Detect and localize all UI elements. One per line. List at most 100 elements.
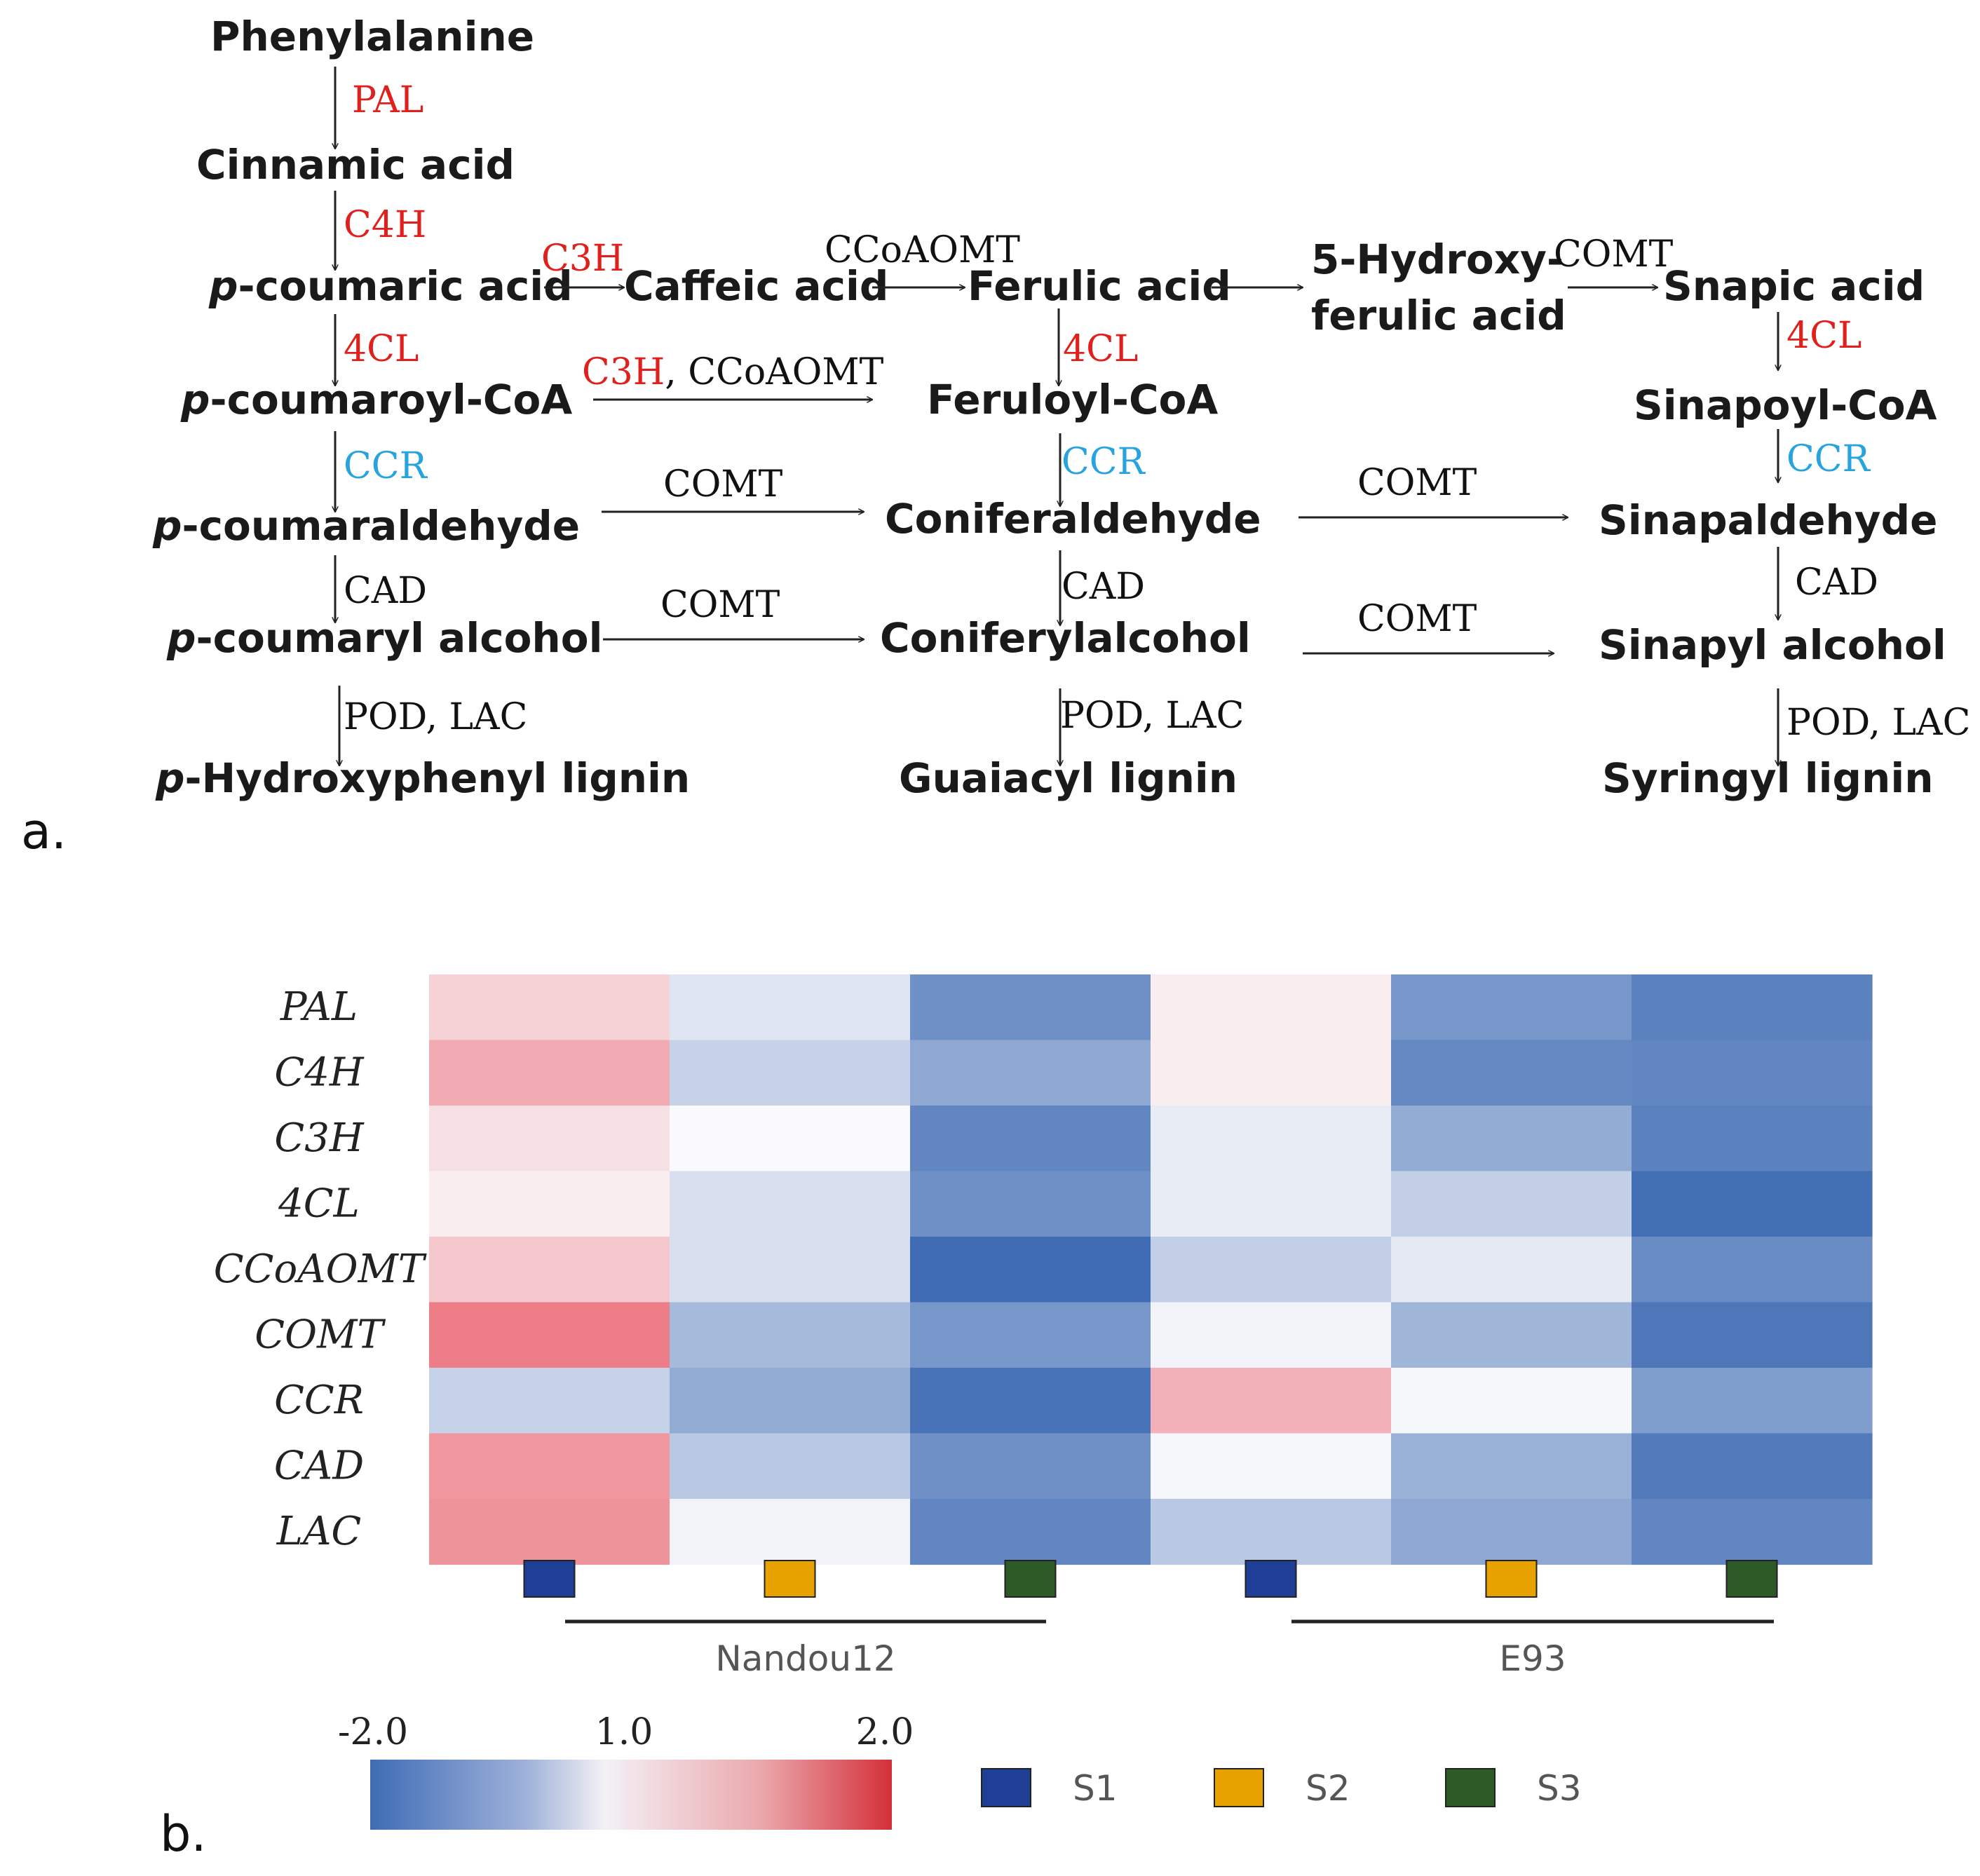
enzyme-podlac-left: POD, LAC xyxy=(344,696,527,738)
heatmap-cell-ccr-e93-s1 xyxy=(1151,1368,1392,1434)
enzyme-cad-left: CAD xyxy=(344,570,427,612)
compound-p-hydroxyphenyl-lignin: p-Hydroxyphenyl lignin xyxy=(155,754,690,802)
compound-cinnamic-acid: Cinnamic acid xyxy=(196,141,515,189)
enzyme-comt-row1-left: COMT xyxy=(663,463,783,505)
compound-sinapaldehyde: Sinapaldehyde xyxy=(1599,496,1937,544)
enzyme-comt-top: COMT xyxy=(1554,233,1674,276)
heatmap-cell-c3h-nandou12-s3 xyxy=(910,1106,1151,1172)
heatmap-cell-c4h-nandou12-s3 xyxy=(910,1040,1151,1106)
legend-swatch-s2 xyxy=(1214,1768,1264,1807)
heatmap-cell-lac-nandou12-s1 xyxy=(429,1499,670,1565)
heatmap-cell-comt-e93-s2 xyxy=(1391,1302,1632,1368)
heatmap-cell-comt-nandou12-s1 xyxy=(429,1302,670,1368)
colorbar-tick-max: 2.0 xyxy=(856,1711,914,1753)
heatmap-cell-comt-e93-s1 xyxy=(1151,1302,1392,1368)
heatmap-cell-c3h-e93-s3 xyxy=(1632,1106,1873,1172)
heatmap-cell-pal-nandou12-s2 xyxy=(670,974,911,1041)
compound-p-coumaryl-alcohol: p-coumaryl alcohol xyxy=(166,614,602,662)
heatmap-cell-ccr-nandou12-s2 xyxy=(670,1368,911,1434)
heatmap-cell-4cl-e93-s1 xyxy=(1151,1171,1392,1237)
enzyme-comt-row1-right: COMT xyxy=(1357,462,1477,504)
legend-swatch-s1 xyxy=(981,1768,1031,1807)
heatmap-cell-cad-e93-s2 xyxy=(1391,1433,1632,1500)
heatmap-cell-c4h-nandou12-s2 xyxy=(670,1040,911,1106)
stage-marker-e93-s2 xyxy=(1485,1560,1538,1598)
heatmap-cell-ccoaomt-nandou12-s1 xyxy=(429,1237,670,1303)
heatmap-cell-cad-e93-s1 xyxy=(1151,1433,1392,1500)
heatmap-cell-lac-nandou12-s3 xyxy=(910,1499,1151,1565)
enzyme-c3h-ccoaomt: C3H, CCoAOMT xyxy=(582,351,884,393)
colorbar-tick-min: -2.0 xyxy=(338,1711,408,1753)
compound-guaiacyl-lignin: Guaiacyl lignin xyxy=(899,754,1238,802)
compound-caffeic-acid: Caffeic acid xyxy=(624,262,888,310)
heatmap-cell-c3h-nandou12-s2 xyxy=(670,1106,911,1172)
compound-5-hydroxy: 5-Hydroxy- xyxy=(1311,236,1564,283)
stage-marker-nandou12-s1 xyxy=(523,1560,576,1598)
enzyme-cad-right: CAD xyxy=(1795,562,1878,604)
row-label-lac: LAC xyxy=(276,1509,361,1554)
heatmap-cell-cad-nandou12-s1 xyxy=(429,1433,670,1500)
colorbar xyxy=(370,1760,892,1830)
row-label-4cl: 4CL xyxy=(278,1181,360,1226)
stage-marker-e93-s1 xyxy=(1245,1560,1297,1598)
enzyme-ccr-left: CCR xyxy=(344,445,428,487)
colorbar-tick-mid: 1.0 xyxy=(595,1711,653,1753)
heatmap-cells xyxy=(429,974,1873,1565)
heatmap-row-labels: PAL C4H C3H 4CL CCoAOMT COMT CCR CAD LAC xyxy=(214,984,427,1554)
pathway-diagram: a. Phenylalanine Cinnamic acid p-coumari… xyxy=(21,13,1970,860)
row-label-ccoaomt: CCoAOMT xyxy=(214,1246,427,1292)
legend-label-s2: S2 xyxy=(1306,1768,1350,1809)
heatmap-cell-ccoaomt-nandou12-s2 xyxy=(670,1237,911,1303)
heatmap-cell-4cl-nandou12-s2 xyxy=(670,1171,911,1237)
group-label-e93: E93 xyxy=(1499,1638,1566,1679)
heatmap-cell-cad-e93-s3 xyxy=(1632,1433,1873,1500)
heatmap-cell-ccoaomt-e93-s3 xyxy=(1632,1237,1873,1303)
heatmap-cell-cad-nandou12-s2 xyxy=(670,1433,911,1500)
heatmap-cell-4cl-e93-s3 xyxy=(1632,1171,1873,1237)
row-label-ccr: CCR xyxy=(274,1378,364,1423)
enzyme-cad-mid: CAD xyxy=(1062,566,1145,608)
heatmap-cell-pal-nandou12-s3 xyxy=(910,974,1151,1041)
legend-label-s3: S3 xyxy=(1537,1768,1582,1809)
heatmap-cell-ccoaomt-nandou12-s3 xyxy=(910,1237,1151,1303)
heatmap-cell-ccoaomt-e93-s1 xyxy=(1151,1237,1392,1303)
enzyme-podlac-mid: POD, LAC xyxy=(1060,695,1244,737)
compound-coniferaldehyde: Coniferaldehyde xyxy=(885,495,1261,543)
row-label-cad: CAD xyxy=(274,1443,364,1488)
enzyme-4cl-right: 4CL xyxy=(1786,315,1862,357)
compound-ferulic-acid: Ferulic acid xyxy=(968,262,1231,310)
heatmap-cell-4cl-nandou12-s3 xyxy=(910,1171,1151,1237)
enzyme-comt-row2-right: COMT xyxy=(1357,598,1477,640)
compound-p-coumaraldehyde: p-coumaraldehyde xyxy=(152,502,580,550)
enzyme-ccr-mid: CCR xyxy=(1062,441,1146,483)
heatmap-cell-ccr-e93-s3 xyxy=(1632,1368,1873,1434)
heatmap-panel: PAL C4H C3H 4CL CCoAOMT COMT CCR CAD LAC Nandou1… xyxy=(160,974,1873,1863)
heatmap-cell-comt-nandou12-s2 xyxy=(670,1302,911,1368)
heatmap-cell-ccoaomt-e93-s2 xyxy=(1391,1237,1632,1303)
heatmap-cell-pal-e93-s1 xyxy=(1151,974,1392,1041)
heatmap-cell-comt-nandou12-s3 xyxy=(910,1302,1151,1368)
heatmap-cell-comt-e93-s3 xyxy=(1632,1302,1873,1368)
legend-label-s1: S1 xyxy=(1073,1768,1118,1809)
heatmap-stage-markers xyxy=(523,1560,1778,1598)
heatmap-cell-ccr-e93-s2 xyxy=(1391,1368,1632,1434)
row-label-pal: PAL xyxy=(280,984,358,1030)
panel-b-label: b. xyxy=(160,1805,207,1863)
row-label-comt: COMT xyxy=(255,1312,386,1357)
stage-marker-e93-s3 xyxy=(1725,1560,1778,1598)
heatmap-cell-4cl-e93-s2 xyxy=(1391,1171,1632,1237)
heatmap-cell-ccr-nandou12-s3 xyxy=(910,1368,1151,1434)
row-label-c3h: C3H xyxy=(274,1115,364,1161)
heatmap-cell-c4h-nandou12-s1 xyxy=(429,1040,670,1106)
heatmap-cell-4cl-nandou12-s1 xyxy=(429,1171,670,1237)
legend-swatch-s3 xyxy=(1445,1768,1496,1807)
heatmap-cell-lac-nandou12-s2 xyxy=(670,1499,911,1565)
panel-a-label: a. xyxy=(21,803,67,860)
compound-p-coumaric-acid: p-coumaric acid xyxy=(208,262,573,310)
compound-sinapyl-alcohol: Sinapyl alcohol xyxy=(1599,621,1946,669)
row-label-c4h: C4H xyxy=(274,1049,364,1095)
enzyme-ccr-right: CCR xyxy=(1786,438,1871,480)
stage-marker-nandou12-s2 xyxy=(764,1560,816,1598)
enzyme-podlac-right: POD, LAC xyxy=(1786,702,1970,744)
